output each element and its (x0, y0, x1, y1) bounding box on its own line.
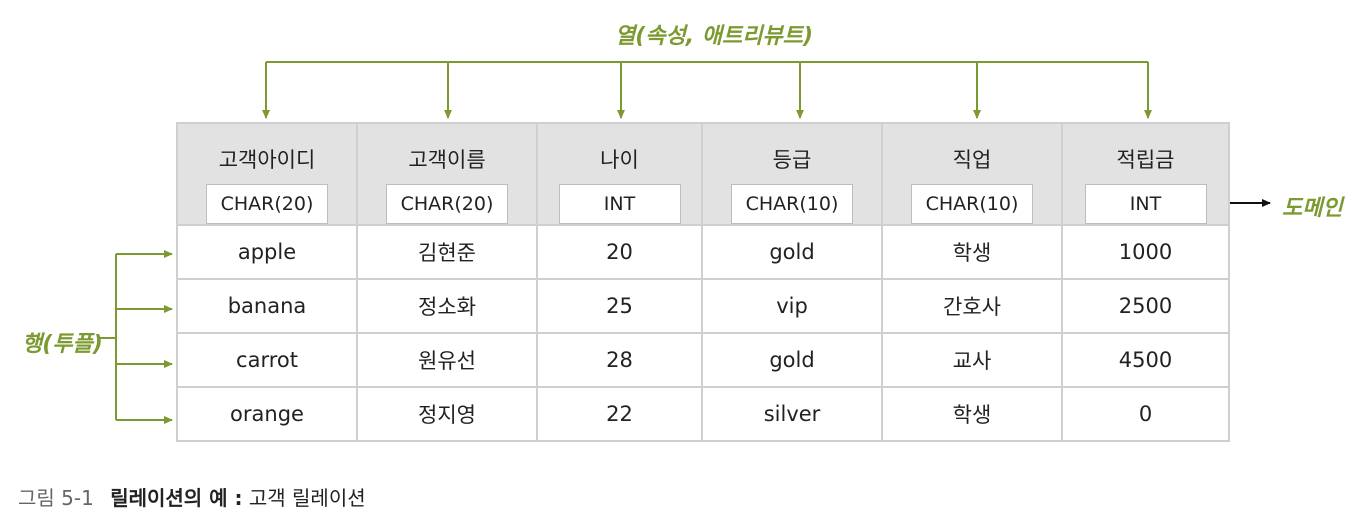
table-cell: vip (701, 278, 883, 334)
table-cell: 교사 (881, 332, 1063, 388)
table-cell: 0 (1061, 386, 1230, 442)
attribute-name: 적립금 (1116, 148, 1175, 172)
table-cell: 원유선 (356, 332, 538, 388)
table-cell: 4500 (1061, 332, 1230, 388)
header-grade: 등급 CHAR(10) (701, 122, 883, 226)
table-cell: 김현준 (356, 224, 538, 280)
header-points: 적립금 INT (1061, 122, 1230, 226)
row-bracket (98, 250, 173, 424)
table-cell: apple (176, 224, 358, 280)
figure-title: 릴레이션의 예 : (110, 486, 243, 510)
rows-label: 행(투플) (22, 332, 103, 357)
table-row: orange 정지영 22 silver 학생 0 (176, 386, 1230, 442)
table-cell: 22 (536, 386, 703, 442)
table-cell: 1000 (1061, 224, 1230, 280)
header-job: 직업 CHAR(10) (881, 122, 1063, 226)
table-cell: 학생 (881, 224, 1063, 280)
table-row: apple 김현준 20 gold 학생 1000 (176, 224, 1230, 280)
relation-table: 고객아이디 CHAR(20) 고객이름 CHAR(20) 나이 INT 등급 C… (176, 122, 1230, 442)
table-row: banana 정소화 25 vip 간호사 2500 (176, 278, 1230, 334)
table-cell: 25 (536, 278, 703, 334)
domain-label: 도메인 (1282, 196, 1343, 221)
domain-type: INT (1084, 184, 1207, 224)
table-cell: carrot (176, 332, 358, 388)
table-cell: 20 (536, 224, 703, 280)
figure-caption: 그림 5-1 릴레이션의 예 : 고객 릴레이션 (18, 482, 366, 511)
header-age: 나이 INT (536, 122, 703, 226)
table-row: carrot 원유선 28 gold 교사 4500 (176, 332, 1230, 388)
table-cell: 28 (536, 332, 703, 388)
table-cell: 학생 (881, 386, 1063, 442)
header-customer-id: 고객아이디 CHAR(20) (176, 122, 358, 226)
table-cell: banana (176, 278, 358, 334)
table-cell: gold (701, 332, 883, 388)
table-cell: 정지영 (356, 386, 538, 442)
domain-type: INT (558, 184, 681, 224)
table-header-row: 고객아이디 CHAR(20) 고객이름 CHAR(20) 나이 INT 등급 C… (176, 122, 1230, 226)
attribute-name: 고객아이디 (218, 148, 316, 172)
attribute-name: 직업 (952, 148, 992, 172)
domain-type: CHAR(10) (911, 184, 1033, 224)
columns-label: 열(속성, 애트리뷰트) (615, 24, 814, 49)
attribute-name: 등급 (772, 148, 812, 172)
table-cell: orange (176, 386, 358, 442)
figure-number: 그림 5-1 (18, 486, 94, 510)
table-cell: silver (701, 386, 883, 442)
attribute-name: 고객이름 (408, 148, 486, 172)
domain-type: CHAR(20) (386, 184, 508, 224)
table-cell: 2500 (1061, 278, 1230, 334)
header-customer-name: 고객이름 CHAR(20) (356, 122, 538, 226)
figure-subtitle: 고객 릴레이션 (248, 486, 366, 510)
table-cell: gold (701, 224, 883, 280)
attribute-name: 나이 (600, 148, 639, 172)
table-cell: 간호사 (881, 278, 1063, 334)
domain-type: CHAR(10) (731, 184, 853, 224)
column-bracket (262, 61, 1152, 119)
domain-type: CHAR(20) (206, 184, 328, 224)
table-cell: 정소화 (356, 278, 538, 334)
